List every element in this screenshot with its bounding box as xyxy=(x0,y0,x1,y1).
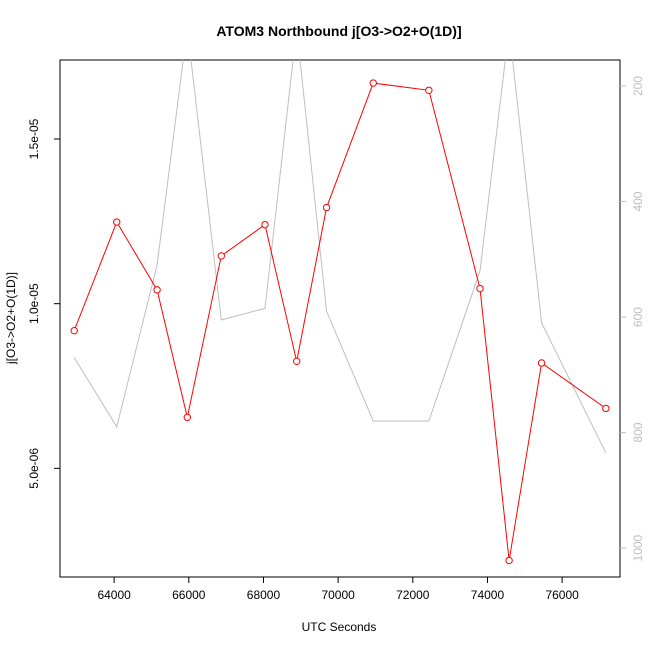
data-point xyxy=(113,218,121,226)
series-line-primary xyxy=(73,82,607,561)
data-point xyxy=(183,413,192,421)
x-axis-label: UTC Seconds xyxy=(302,620,377,634)
y2-tick-label: 600 xyxy=(631,307,645,327)
y-axis: 5.0e-06 1.0e-05 1.5e-05 xyxy=(27,118,60,489)
data-point xyxy=(217,252,225,260)
data-point xyxy=(261,220,269,229)
data-point xyxy=(153,286,161,294)
series-layer xyxy=(70,60,610,565)
x-tick-label: 74000 xyxy=(471,588,505,602)
y2-tick-label: 200 xyxy=(631,76,645,96)
x-tick-label: 76000 xyxy=(545,588,579,602)
x-tick-label: 68000 xyxy=(247,588,281,602)
data-point xyxy=(322,203,331,212)
y-tick-label: 1.5e-05 xyxy=(27,118,41,159)
data-point xyxy=(425,86,433,94)
y2-tick-label: 1000 xyxy=(631,534,645,561)
data-point xyxy=(602,404,610,413)
data-point xyxy=(476,284,484,293)
data-point xyxy=(292,357,301,366)
data-point xyxy=(70,326,78,335)
x-tick-label: 64000 xyxy=(97,588,131,602)
data-point xyxy=(369,79,377,87)
y2-axis: 200 400 600 800 1000 xyxy=(620,76,645,561)
data-point xyxy=(505,556,513,565)
x-axis: 64000 66000 68000 70000 72000 74000 76000 xyxy=(97,577,579,602)
y2-tick-label: 800 xyxy=(631,422,645,442)
x-tick-label: 66000 xyxy=(172,588,206,602)
chart-title: ATOM3 Northbound j[O3->O2+O(1D)] xyxy=(216,23,461,39)
data-point xyxy=(537,359,546,367)
y-tick-label: 1.0e-05 xyxy=(27,283,41,324)
y-tick-label: 5.0e-06 xyxy=(27,448,41,489)
y-axis-label: j[O3->O2+O(1D)] xyxy=(4,272,18,365)
plot-area xyxy=(59,59,621,578)
x-tick-label: 70000 xyxy=(321,588,355,602)
x-tick-label: 72000 xyxy=(396,588,430,602)
series-line-secondary xyxy=(73,60,607,454)
y2-tick-label: 400 xyxy=(631,191,645,211)
